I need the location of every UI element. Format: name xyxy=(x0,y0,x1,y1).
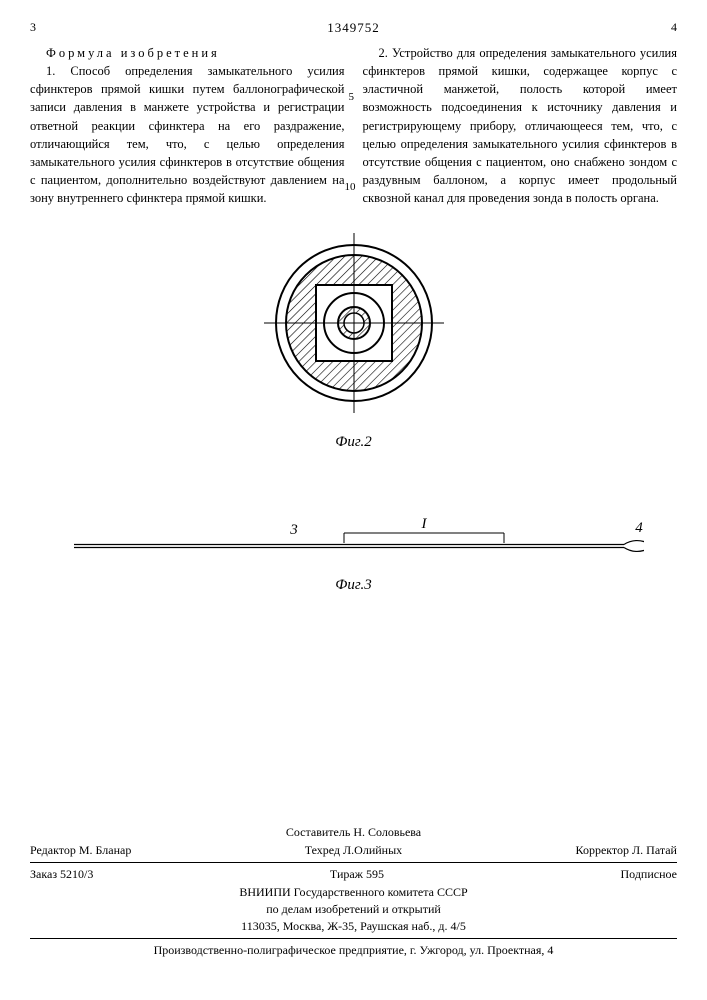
fig2-caption: Фиг.2 xyxy=(30,434,677,451)
header-row: 3 1349752 4 xyxy=(30,20,677,36)
claim-2: 2. Устройство для определения замыкатель… xyxy=(363,44,678,207)
svg-text:4: 4 xyxy=(635,520,643,536)
org-address: 113035, Москва, Ж-35, Раушская наб., д. … xyxy=(30,919,677,934)
svg-text:I: I xyxy=(420,516,427,532)
claim-1: 1. Способ определения замыкательного уси… xyxy=(30,62,345,207)
compiler: Составитель Н. Соловьева xyxy=(30,825,677,840)
fig3-caption: Фиг.3 xyxy=(30,577,677,594)
printer-line: Производственно-полиграфическое предприя… xyxy=(30,943,677,958)
figure-3-area: 3 I 4 Фиг.3 xyxy=(30,511,677,594)
org-line1: ВНИИПИ Государственного комитета СССР xyxy=(30,885,677,900)
figure-2-svg xyxy=(254,223,454,423)
margin-num-10: 10 xyxy=(345,180,356,196)
imprint-footer: Составитель Н. Соловьева Редактор М. Бла… xyxy=(30,823,677,960)
right-col-number: 4 xyxy=(657,20,677,36)
tirazh: Тираж 595 xyxy=(330,867,384,882)
right-column: 5 10 2. Устройство для определения замык… xyxy=(363,44,678,207)
margin-num-5: 5 xyxy=(349,90,355,106)
figure-3-svg: 3 I 4 xyxy=(64,511,644,566)
editor: Редактор М. Бланар xyxy=(30,843,131,858)
corrector: Корректор Л. Патай xyxy=(576,843,677,858)
formula-title: Формула изобретения xyxy=(46,46,220,60)
patent-number: 1349752 xyxy=(327,20,380,36)
org-line2: по делам изобретений и открытий xyxy=(30,902,677,917)
figure-2-area: Фиг.2 xyxy=(30,223,677,451)
subscription: Подписное xyxy=(621,867,678,882)
claims-columns: Формула изобретения 1. Способ определени… xyxy=(30,44,677,207)
left-col-number: 3 xyxy=(30,20,50,36)
svg-text:3: 3 xyxy=(289,522,298,538)
left-column: Формула изобретения 1. Способ определени… xyxy=(30,44,345,207)
tech-editor: Техред Л.Олийных xyxy=(305,843,402,858)
order-number: Заказ 5210/3 xyxy=(30,867,93,882)
